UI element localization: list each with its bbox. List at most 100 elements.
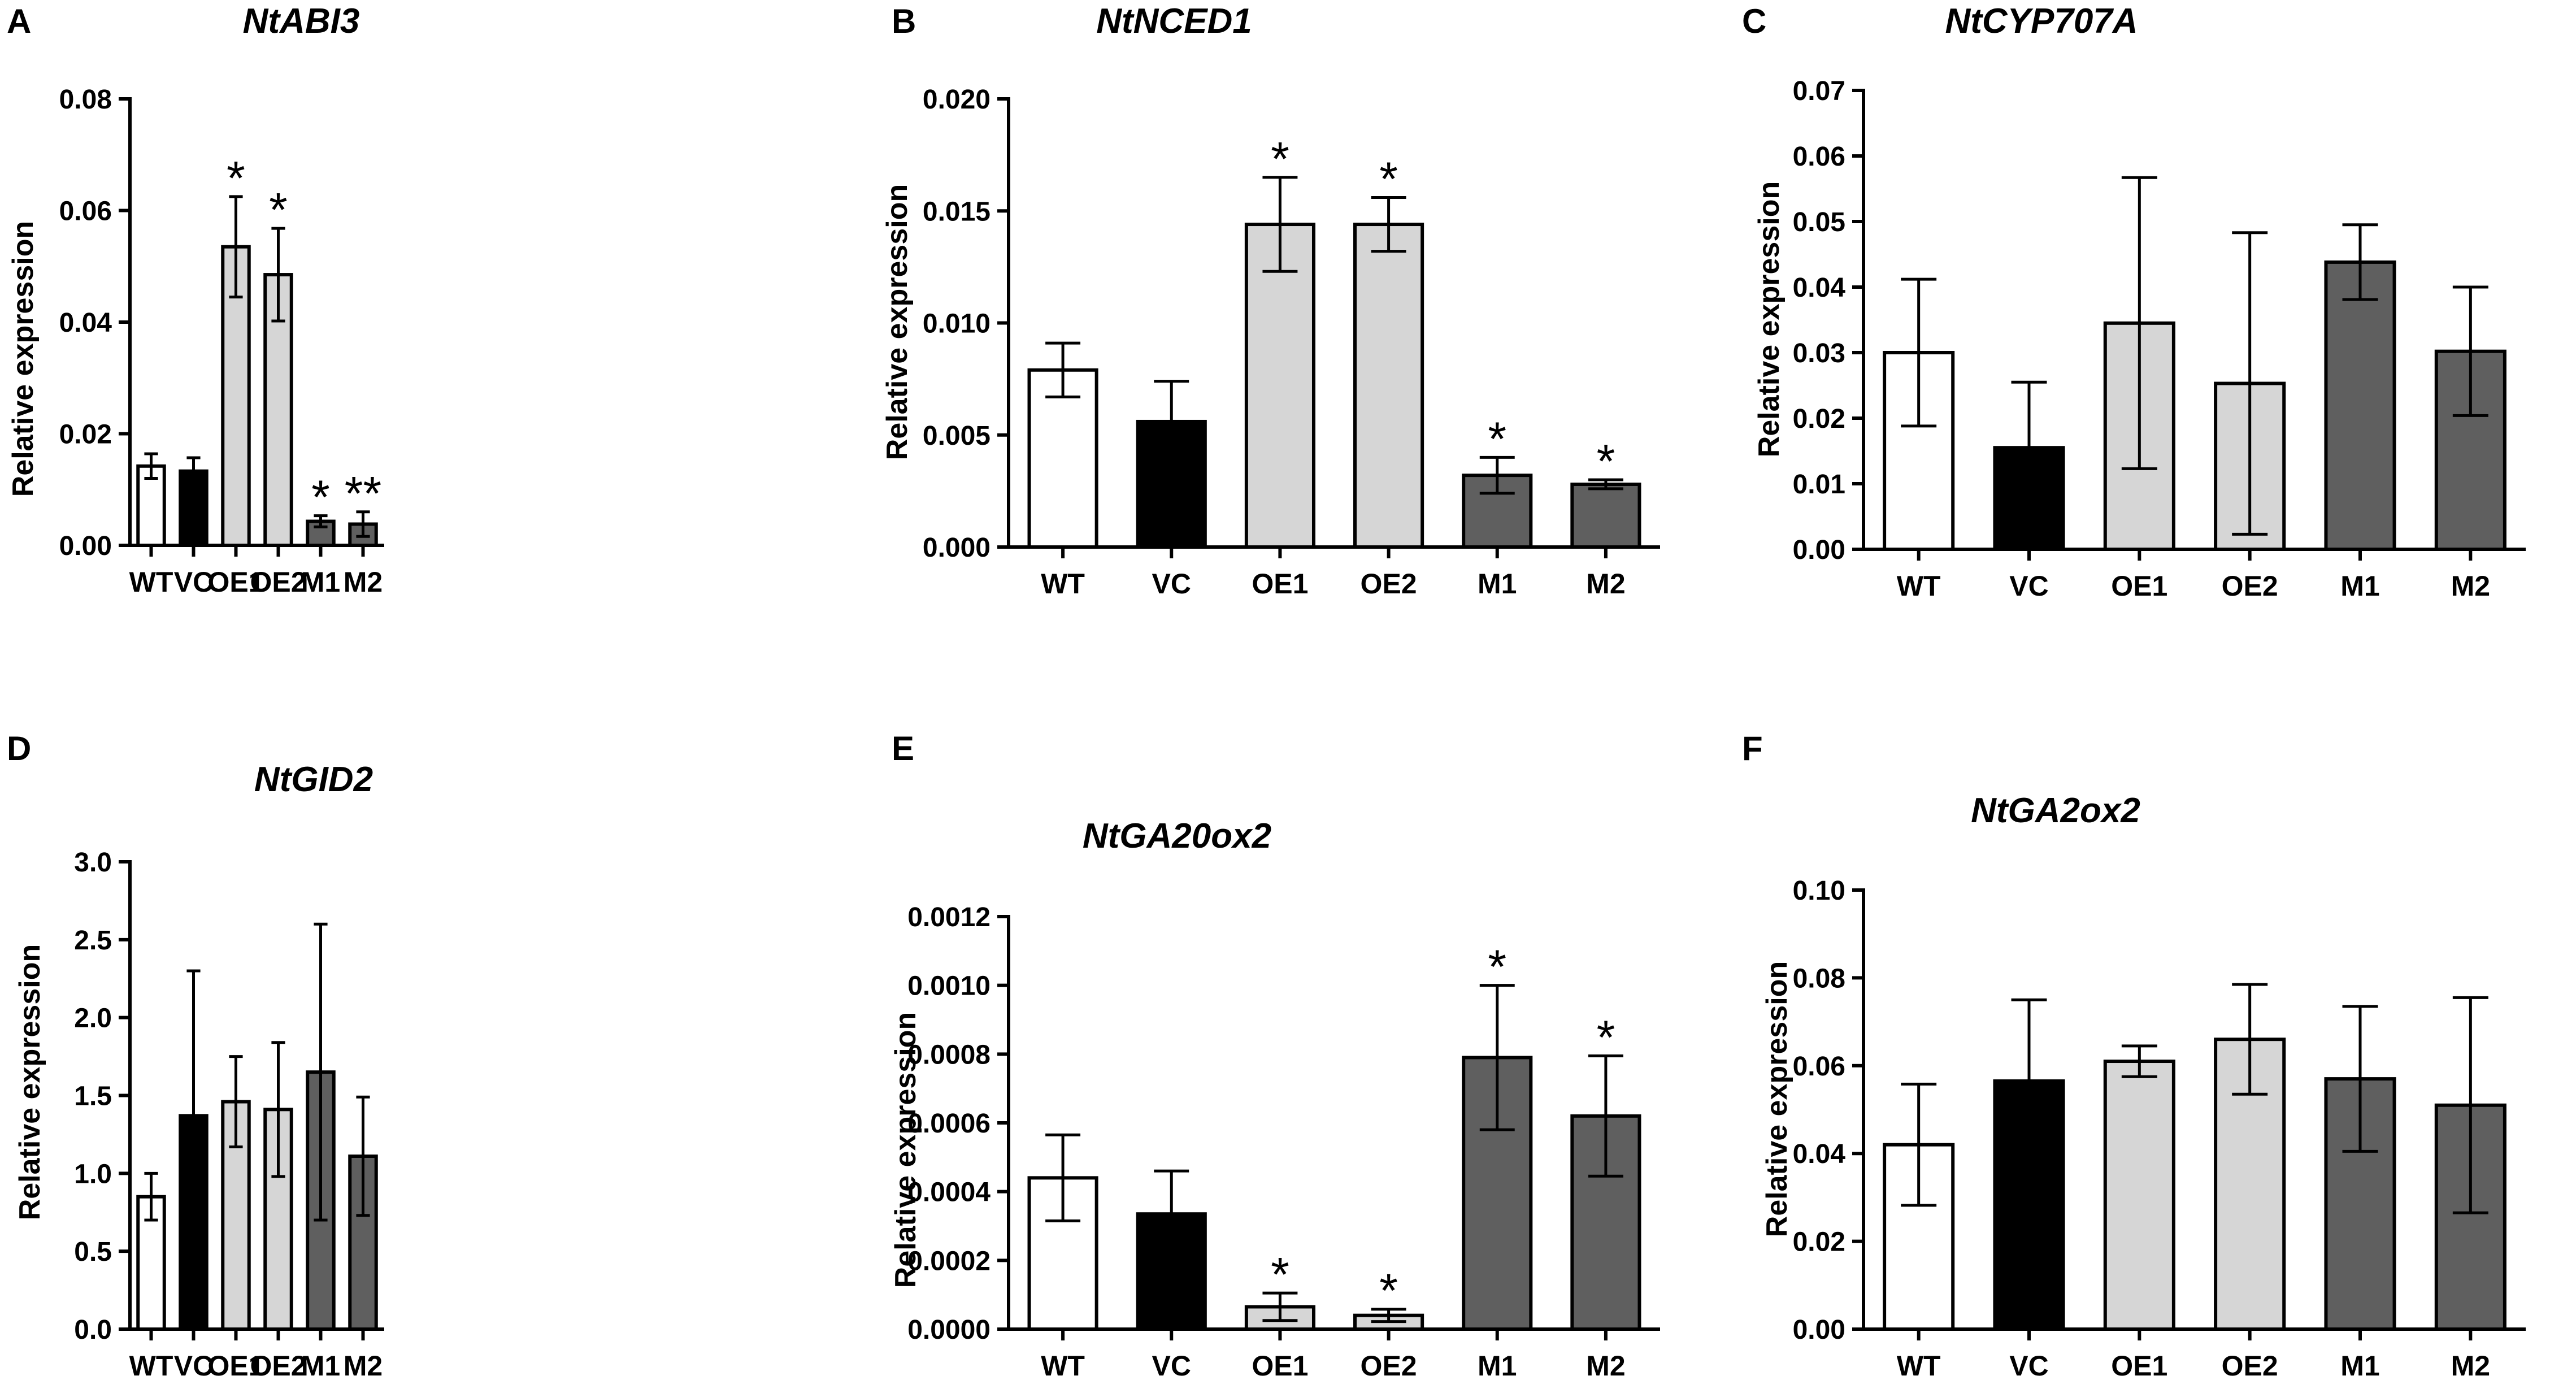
panel-letter: E xyxy=(892,730,914,767)
chart-title: NtGID2 xyxy=(254,760,373,799)
bar-m2 xyxy=(1570,482,1641,549)
y-tick-label: 0.02 xyxy=(59,420,112,450)
x-tick-label: OE2 xyxy=(2222,1350,2278,1382)
significance-label: * xyxy=(311,471,330,524)
x-tick-label: OE1 xyxy=(2111,570,2167,602)
panel-f: F NtGA2ox2 Relative expression 0.00 0.02 0.04… xyxy=(1742,730,2526,1382)
x-tick-label: M2 xyxy=(1586,568,1625,600)
x-tick-label: M2 xyxy=(2451,1350,2490,1382)
x-tick-label: M1 xyxy=(1478,568,1517,600)
significance-label: * xyxy=(1379,1264,1398,1317)
significance-label: * xyxy=(1488,940,1506,993)
y-axis-label: Relative expression xyxy=(1761,961,1793,1237)
x-tick-label: M1 xyxy=(2340,570,2379,602)
panel-letter: B xyxy=(892,2,916,40)
y-tick-label: 1.5 xyxy=(74,1082,112,1112)
y-tick-label: 0.0008 xyxy=(907,1040,991,1070)
chart-title: NtABI3 xyxy=(243,2,360,41)
y-tick-label: 2.5 xyxy=(74,926,112,956)
y-tick-label: 0.0010 xyxy=(907,971,991,1001)
x-tick-label: M1 xyxy=(301,1350,340,1382)
chart-title: NtGA20ox2 xyxy=(1083,817,1271,856)
significance-label: * xyxy=(1597,1010,1615,1064)
y-tick-label: 0.06 xyxy=(1793,1052,1845,1082)
y-tick-label: 0.00 xyxy=(1793,535,1845,565)
y-tick-label: 2.0 xyxy=(74,1004,112,1034)
y-tick-label: 0.01 xyxy=(1793,470,1845,500)
x-tick-label: WT xyxy=(1897,1350,1941,1382)
y-tick-label: 0.0012 xyxy=(907,902,991,932)
y-tick-label: 0.0006 xyxy=(907,1109,991,1139)
x-tick-label: M1 xyxy=(301,566,340,598)
y-tick-label: 1.0 xyxy=(74,1159,112,1189)
x-tick-label: OE2 xyxy=(2222,570,2278,602)
y-tick-label: 0.02 xyxy=(1793,404,1845,434)
significance-label: * xyxy=(1597,435,1615,488)
x-tick-label: M1 xyxy=(2340,1350,2379,1382)
x-tick-label: OE1 xyxy=(207,1350,264,1382)
significance-label: ** xyxy=(345,467,381,520)
y-tick-label: 0.010 xyxy=(923,309,991,339)
y-tick-label: 0.03 xyxy=(1793,339,1845,368)
significance-label: * xyxy=(1379,152,1398,205)
panel-e: E NtGA20ox2 Relative expression 0.0000 0.000… xyxy=(889,730,1660,1382)
y-tick-label: 0.07 xyxy=(1793,76,1845,106)
y-tick-label: 0.0000 xyxy=(907,1315,991,1345)
x-tick-label: M2 xyxy=(2451,570,2490,602)
x-tick-label: WT xyxy=(1041,568,1085,600)
y-tick-label: 0.06 xyxy=(59,197,112,227)
x-tick-label: OE1 xyxy=(2111,1350,2167,1382)
y-axis-label: Relative expression xyxy=(889,1012,922,1288)
x-tick-label: VC xyxy=(1152,568,1191,600)
y-axis-label: Relative expression xyxy=(14,944,46,1220)
significance-label: * xyxy=(1488,412,1506,465)
y-tick-label: 0.0002 xyxy=(907,1246,991,1276)
x-tick-label: VC xyxy=(2009,1350,2048,1382)
y-tick-label: 0.04 xyxy=(59,308,112,338)
y-tick-label: 0.000 xyxy=(923,533,991,563)
y-tick-label: 0.08 xyxy=(1793,964,1845,993)
chart-title: NtGA2ox2 xyxy=(1971,791,2140,830)
y-tick-label: 0.005 xyxy=(923,421,991,451)
x-tick-label: WT xyxy=(1897,570,1941,602)
x-tick-label: M2 xyxy=(344,1350,383,1382)
y-tick-label: 0.020 xyxy=(923,85,991,115)
panel-letter: F xyxy=(1742,730,1763,767)
x-tick-label: VC xyxy=(174,1350,213,1382)
panel-a: A NtABI3 Relative expression 0.00 0.02 0.04 0.… xyxy=(7,2,384,598)
x-tick-label: OE1 xyxy=(207,566,264,598)
bar-oe2 xyxy=(1353,223,1424,549)
x-tick-label: OE2 xyxy=(250,1350,306,1382)
bar-oe1 xyxy=(2103,1060,2175,1331)
bar-m1 xyxy=(2324,260,2396,551)
x-tick-label: M2 xyxy=(344,566,383,598)
significance-label: * xyxy=(227,151,245,205)
y-tick-label: 0.5 xyxy=(74,1237,112,1267)
panel-letter: D xyxy=(7,730,31,767)
x-tick-label: WT xyxy=(129,566,173,598)
bar-wt xyxy=(1027,368,1098,549)
x-tick-label: OE2 xyxy=(1361,1350,1417,1382)
y-axis-label: Relative expression xyxy=(7,221,40,497)
x-tick-label: WT xyxy=(129,1350,173,1382)
significance-label: * xyxy=(269,183,288,236)
y-tick-label: 0.06 xyxy=(1793,142,1845,172)
significance-label: * xyxy=(1271,1248,1289,1301)
y-tick-label: 3.0 xyxy=(74,848,112,878)
y-tick-label: 0.0004 xyxy=(907,1178,991,1208)
x-tick-label: OE1 xyxy=(1252,1350,1308,1382)
y-tick-label: 0.08 xyxy=(59,85,112,115)
panel-d: D NtGID2 Relative expression 0.0 0.5 1.0 1.5 2.… xyxy=(7,730,384,1382)
x-tick-label: OE2 xyxy=(250,566,306,598)
x-tick-label: OE2 xyxy=(1361,568,1417,600)
y-tick-label: 0.00 xyxy=(59,531,112,561)
y-tick-label: 0.00 xyxy=(1793,1315,1845,1345)
panel-b: B NtNCED1 Relative expression 0.000 0.005 0.0… xyxy=(881,2,1660,600)
y-tick-label: 0.05 xyxy=(1793,207,1845,237)
x-tick-label: VC xyxy=(2009,570,2048,602)
x-tick-label: OE1 xyxy=(1252,568,1308,600)
panel-letter: A xyxy=(7,2,31,40)
y-tick-label: 0.02 xyxy=(1793,1227,1845,1257)
y-axis-label: Relative expression xyxy=(1753,181,1786,457)
